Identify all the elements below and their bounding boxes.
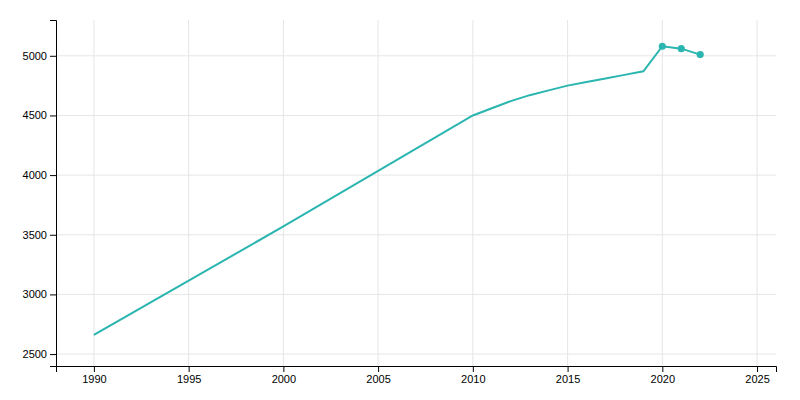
y-axis-tick-mark: [50, 235, 56, 236]
x-grid-line: [472, 20, 473, 366]
x-axis-tick: 2020: [651, 366, 675, 385]
x-grid-line: [93, 20, 94, 366]
y-axis-tick: 3000: [23, 288, 56, 300]
x-axis: 1990 1995 2000 2005 2010 2015 2020 2025: [57, 366, 777, 385]
x-grid-line: [283, 20, 284, 366]
y-axis-tick-label: 5000: [23, 50, 47, 62]
y-axis-tick-label: 3000: [23, 288, 47, 300]
y-axis-tick-mark: [50, 56, 56, 57]
y-axis-tick-mark: [50, 175, 56, 176]
x-grid-line: [378, 20, 379, 366]
x-axis-tick: 2000: [272, 366, 296, 385]
x-axis-tick-mark: [283, 366, 284, 372]
y-axis-tick-mark: [50, 354, 56, 355]
x-axis-tick-label: 2000: [272, 373, 296, 385]
x-axis-tick-mark: [757, 366, 758, 372]
x-grid-line: [567, 20, 568, 366]
y-axis-tick-mark: [50, 294, 56, 295]
y-grid-line: [56, 55, 776, 56]
x-axis-tick: 2010: [461, 366, 485, 385]
y-axis-tick: 3500: [23, 229, 56, 241]
x-grid-line: [662, 20, 663, 366]
x-axis-tick-mark: [189, 366, 190, 372]
marker: [697, 51, 704, 58]
x-axis-tick-label: 1990: [82, 373, 106, 385]
x-axis-tick-label: 2020: [651, 373, 675, 385]
y-axis-tick-label: 4000: [23, 169, 47, 181]
x-axis-tick-label: 2025: [745, 373, 769, 385]
x-axis-tick-mark: [378, 366, 379, 372]
marker: [659, 43, 666, 50]
x-axis-tick-mark: [473, 366, 474, 372]
x-axis-tick-mark: [94, 366, 95, 372]
x-axis-tick: 1990: [82, 366, 106, 385]
plot: 1990 1995 2000 2005 2010 2015 2020 2025 2500 3000…: [23, 20, 777, 385]
y-axis-tick: 2500: [23, 348, 56, 360]
marker: [678, 45, 685, 52]
x-axis-tick-label: 2005: [366, 373, 390, 385]
x-grid-line: [757, 20, 758, 366]
y-axis-tick: 4000: [23, 169, 56, 181]
y-axis-tick-mark: [50, 115, 56, 116]
chart: 1990 1995 2000 2005 2010 2015 2020 2025 2500 3000…: [0, 0, 800, 400]
y-grid-line: [56, 175, 776, 176]
x-axis-tick-label: 1995: [177, 373, 201, 385]
x-axis-tick: 2005: [366, 366, 390, 385]
y-axis-tick: 4500: [23, 109, 56, 121]
x-axis-tick: 2025: [745, 366, 769, 385]
x-grid-line: [188, 20, 189, 366]
x-axis-tick: 1995: [177, 366, 201, 385]
marks: [94, 43, 704, 335]
x-axis-line: [57, 367, 777, 373]
y-axis-tick-label: 3500: [23, 229, 47, 241]
x-axis-tick-mark: [568, 366, 569, 372]
y-grid-line: [56, 234, 776, 235]
y-grid-line: [56, 115, 776, 116]
x-axis-tick: 2015: [556, 366, 580, 385]
x-axis-tick-mark: [662, 366, 663, 372]
y-axis-tick-label: 2500: [23, 348, 47, 360]
grid: [56, 20, 776, 366]
y-axis-tick-label: 4500: [23, 109, 47, 121]
x-axis-tick-label: 2010: [461, 373, 485, 385]
y-axis-line: [50, 21, 57, 367]
y-grid-line: [56, 354, 776, 355]
x-axis-tick-label: 2015: [556, 373, 580, 385]
y-axis-tick: 5000: [23, 50, 56, 62]
y-axis: 2500 3000 3500 4000 4500 5000: [23, 21, 57, 367]
line: [94, 46, 700, 335]
